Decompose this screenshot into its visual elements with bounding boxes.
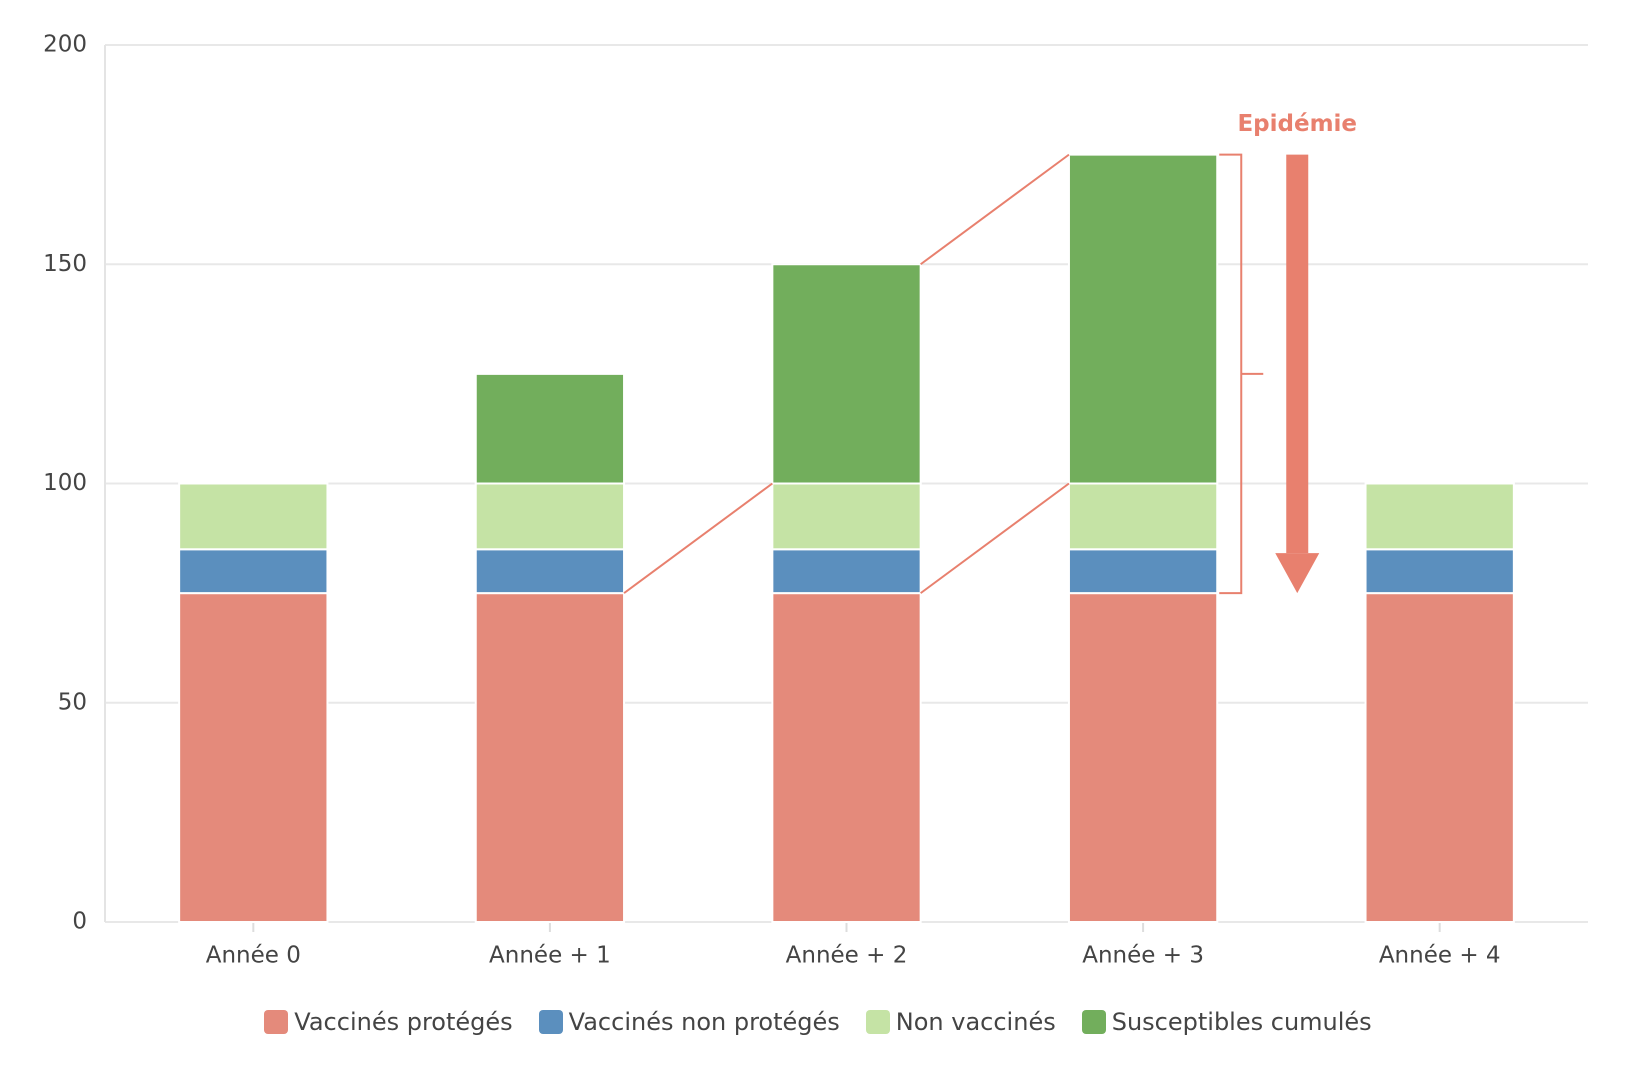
- bar-segment: [1067, 592, 1219, 923]
- legend-label: Susceptibles cumulés: [1111, 1008, 1372, 1036]
- legend: Vaccinés protégés Vaccinés non protégés No…: [0, 1008, 1636, 1036]
- bracket: [1219, 153, 1264, 595]
- bar-segment: [474, 482, 626, 551]
- legend-label: Vaccinés non protégés: [568, 1008, 840, 1036]
- arrow-shaft: [1286, 154, 1309, 554]
- x-tick-label: Année 0: [206, 943, 301, 969]
- x-tick-label: Année + 3: [1082, 943, 1204, 969]
- legend-item: Non vaccinés: [865, 1008, 1056, 1036]
- legend-swatch: [264, 1010, 289, 1034]
- connector-line: [623, 482, 773, 594]
- bar-segment: [771, 592, 922, 923]
- legend-swatch: [538, 1010, 563, 1034]
- y-tick-label: 0: [72, 909, 87, 935]
- bar-segment: [771, 263, 922, 485]
- y-tick-label: 50: [58, 689, 87, 715]
- bar-segment: [1364, 482, 1515, 551]
- bar-segment: [771, 482, 922, 551]
- bar-segment: [1067, 153, 1219, 485]
- y-tick-label: 200: [43, 32, 87, 58]
- legend-item: Vaccinés protégés: [264, 1008, 513, 1036]
- bar-segment: [178, 482, 329, 551]
- bar-segment: [1364, 592, 1515, 923]
- bar-segment: [1364, 548, 1515, 595]
- bar-segment: [474, 548, 626, 595]
- legend-label: Vaccinés protégés: [294, 1008, 513, 1036]
- chart: 0 50 100 150 200 Année 0 Année + 1 Année + 2 Ann…: [43, 32, 1588, 969]
- bar-segment: [474, 592, 626, 923]
- bar-segment: [474, 372, 626, 485]
- annotation: Epidémie: [1237, 111, 1357, 137]
- legend-label: Non vaccinés: [895, 1008, 1056, 1036]
- x-tick-label: Année + 1: [489, 943, 611, 969]
- y-tick-label: 150: [43, 251, 87, 277]
- bar-segment: [771, 548, 922, 595]
- bar-segment: [178, 548, 329, 595]
- connector-line: [920, 482, 1070, 594]
- legend-swatch: [865, 1010, 890, 1034]
- x-tick-label: Année + 4: [1379, 943, 1501, 969]
- y-tick-label: 100: [43, 470, 87, 496]
- arrow-head: [1275, 553, 1320, 594]
- connector-line: [920, 153, 1070, 266]
- bar-segment: [1067, 548, 1219, 595]
- legend-swatch: [1081, 1010, 1106, 1034]
- legend-item: Susceptibles cumulés: [1081, 1008, 1372, 1036]
- bar-segment: [178, 592, 329, 923]
- legend-item: Vaccinés non protégés: [538, 1008, 840, 1036]
- bar-segment: [1067, 482, 1219, 551]
- x-tick-label: Année + 2: [786, 943, 908, 969]
